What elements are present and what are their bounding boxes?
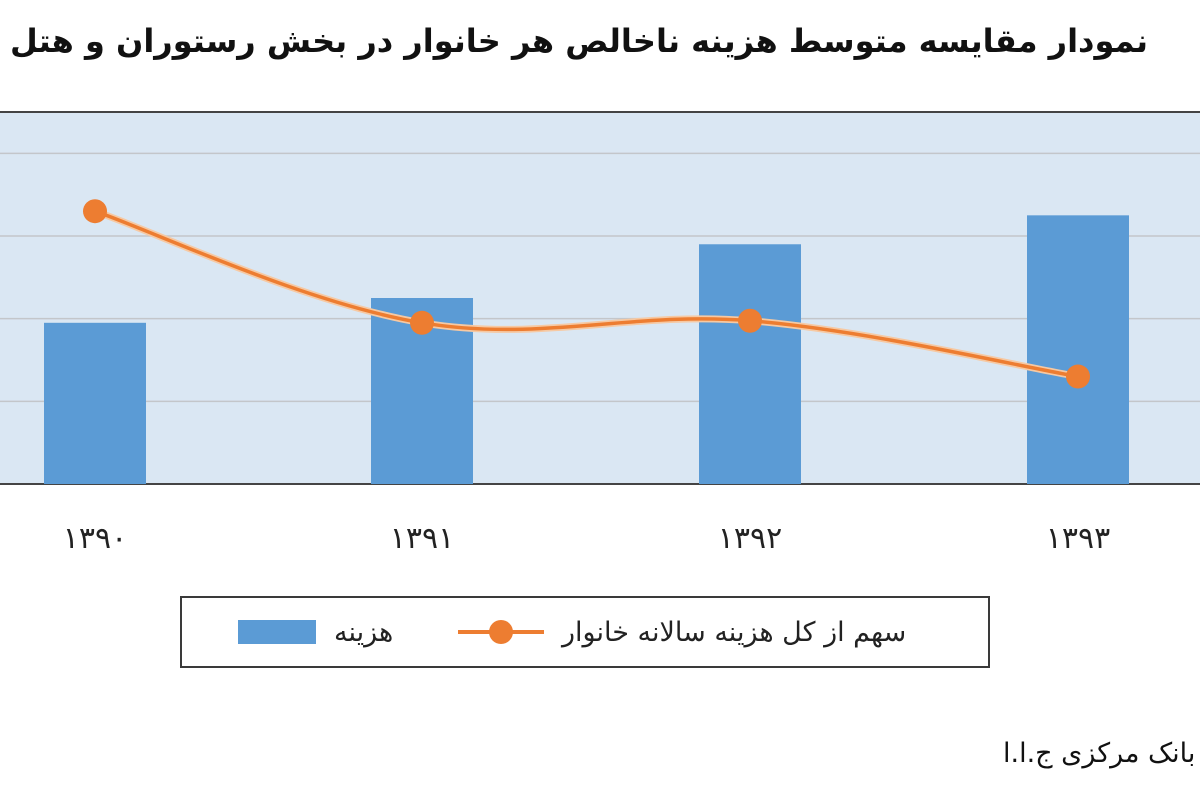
legend-swatch-bar bbox=[238, 620, 316, 644]
line-point bbox=[1066, 364, 1090, 389]
x-axis-tick-labels: ۱۳۹۰ ۱۳۹۱ ۱۳۹۲ ۱۳۹۳ bbox=[63, 521, 1110, 556]
x-tick-label: ۱۳۹۳ bbox=[1046, 521, 1110, 556]
line-series-path bbox=[94, 209, 1079, 379]
plot-area-background bbox=[0, 111, 1200, 485]
bar bbox=[1027, 215, 1129, 485]
legend: هزینه سهم از کل هزینه سالانه خانوار bbox=[180, 596, 990, 668]
legend-label-line: سهم از کل هزینه سالانه خانوار bbox=[562, 616, 907, 648]
line-point bbox=[410, 310, 434, 335]
source-note: بانک مرکزی ج.ا.ا bbox=[1003, 738, 1196, 769]
x-tick-label: ۱۳۹۲ bbox=[718, 521, 782, 556]
line-point bbox=[83, 199, 107, 224]
bar bbox=[44, 322, 146, 484]
line-point bbox=[738, 308, 762, 333]
chart-plot: ۱۳۹۰ ۱۳۹۱ ۱۳۹۲ ۱۳۹۳ bbox=[0, 111, 1200, 556]
bar bbox=[699, 244, 801, 484]
legend-swatch-line bbox=[458, 620, 544, 644]
legend-item-bar: هزینه bbox=[238, 598, 393, 666]
legend-label-bar: هزینه bbox=[334, 616, 394, 648]
x-tick-label: ۱۳۹۰ bbox=[63, 521, 127, 556]
legend-item-line: سهم از کل هزینه سالانه خانوار bbox=[458, 598, 906, 666]
gridlines bbox=[0, 152, 1200, 403]
line-series bbox=[83, 199, 1090, 389]
x-tick-label: ۱۳۹۱ bbox=[390, 521, 454, 556]
chart-title: نمودار مقایسه متوسط هزینه ناخالص هر خانو… bbox=[10, 22, 1148, 60]
